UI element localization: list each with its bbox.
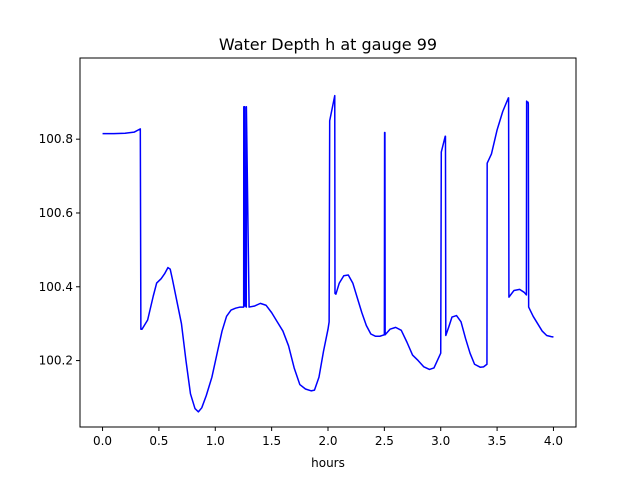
x-tick-label: 0.5 <box>149 434 168 448</box>
x-tick-label: 2.0 <box>318 434 337 448</box>
x-tick-label: 1.5 <box>262 434 281 448</box>
x-axis-label: hours <box>311 456 345 470</box>
x-tick-label: 0.0 <box>93 434 112 448</box>
plot-background <box>80 58 576 427</box>
x-tick-label: 1.0 <box>206 434 225 448</box>
x-axis: 0.0 0.5 1.0 1.5 2.0 2.5 3.0 3.5 4.0 <box>93 427 563 448</box>
y-tick-label: 100.6 <box>39 206 73 220</box>
y-tick-label: 100.2 <box>39 354 73 368</box>
chart-title: Water Depth h at gauge 99 <box>219 35 437 54</box>
x-tick-label: 3.0 <box>431 434 450 448</box>
y-tick-label: 100.4 <box>39 280 73 294</box>
x-tick-label: 3.5 <box>488 434 507 448</box>
series-line-0 <box>102 94 554 413</box>
y-axis: 100.2 100.4 100.6 100.8 <box>39 132 80 368</box>
series-layer <box>102 94 554 413</box>
y-tick-label: 100.8 <box>39 132 73 146</box>
x-tick-label: 4.0 <box>544 434 563 448</box>
x-tick-label: 2.5 <box>375 434 394 448</box>
